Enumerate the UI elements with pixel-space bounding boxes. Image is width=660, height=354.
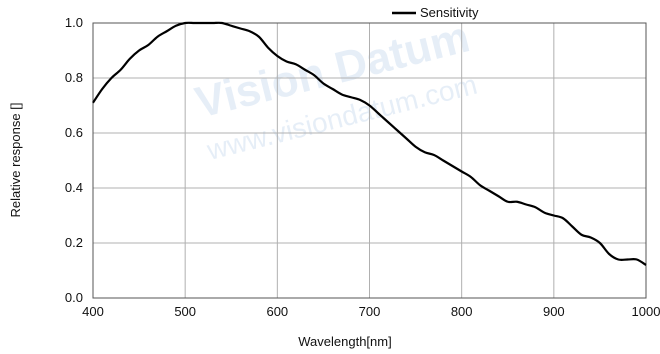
x-axis-title: Wavelength[nm] — [298, 334, 391, 349]
legend-label-sensitivity: Sensitivity — [420, 5, 479, 20]
x-tick-label-700: 700 — [359, 304, 381, 319]
x-tick-label-800: 800 — [451, 304, 473, 319]
x-tick-label-900: 900 — [543, 304, 565, 319]
x-axis-ticks: 400 500 600 700 800 900 1000 — [82, 304, 660, 319]
y-tick-label-0.2: 0.2 — [65, 235, 83, 250]
series-line-sensitivity — [92, 21, 647, 266]
y-axis-title: Relative response [] — [8, 103, 23, 218]
y-tick-label-1.0: 1.0 — [65, 15, 83, 30]
watermark: Vision Datum www.visiondatum.com — [191, 12, 481, 166]
y-axis-ticks: 0.0 0.2 0.4 0.6 0.8 1.0 — [65, 15, 83, 305]
grid — [93, 23, 646, 298]
y-tick-label-0.4: 0.4 — [65, 180, 83, 195]
y-tick-label-0.8: 0.8 — [65, 70, 83, 85]
legend: Sensitivity — [392, 5, 479, 20]
y-tick-label-0.0: 0.0 — [65, 290, 83, 305]
x-tick-label-400: 400 — [82, 304, 104, 319]
x-tick-label-1000: 1000 — [632, 304, 660, 319]
series-group — [92, 21, 647, 266]
x-tick-label-600: 600 — [266, 304, 288, 319]
plot-frame — [92, 22, 647, 299]
x-tick-label-500: 500 — [174, 304, 196, 319]
y-tick-label-0.6: 0.6 — [65, 125, 83, 140]
